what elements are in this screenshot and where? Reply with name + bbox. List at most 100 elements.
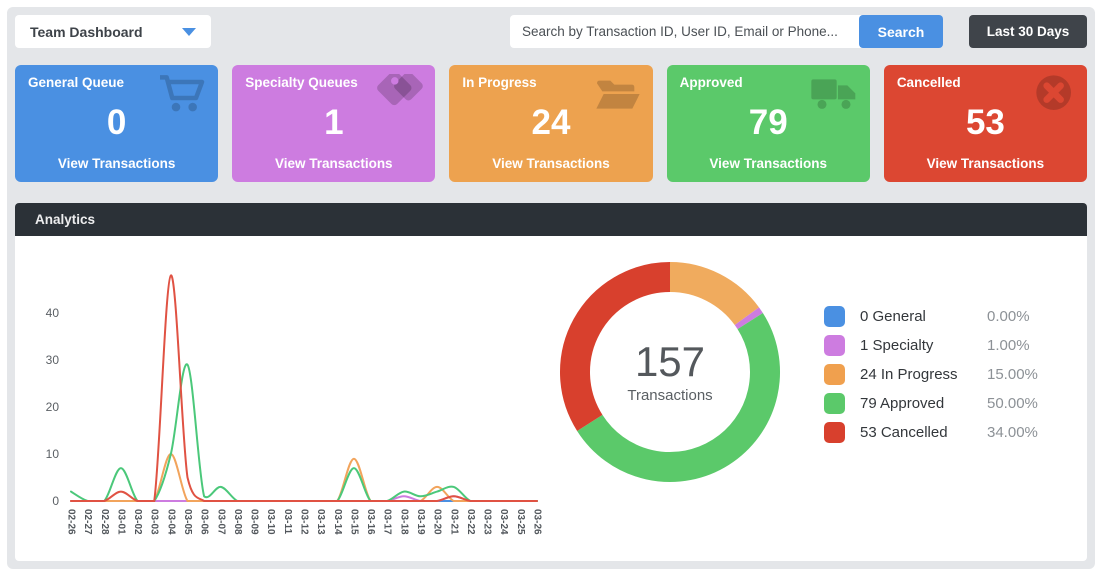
x-axis-tick: 03-10 xyxy=(265,509,276,535)
analytics-panel-title: Analytics xyxy=(15,203,1087,236)
card-title: Specialty Queues xyxy=(245,75,358,90)
x-axis-tick: 03-15 xyxy=(348,509,359,535)
x-axis-tick: 03-11 xyxy=(282,509,293,534)
card-title: General Queue xyxy=(28,75,125,90)
legend-swatch xyxy=(824,422,845,443)
tags-icon xyxy=(375,70,424,114)
card-title: Approved xyxy=(679,75,743,90)
x-axis-tick: 03-23 xyxy=(482,509,493,535)
legend-percent: 50.00% xyxy=(987,395,1038,412)
x-axis-tick: 03-09 xyxy=(249,509,260,535)
transactions-donut-chart: 157 Transactions xyxy=(550,252,790,492)
x-axis-tick: 03-21 xyxy=(448,509,459,535)
legend-label: 53 Cancelled xyxy=(860,424,948,441)
legend-label: 24 In Progress xyxy=(860,366,958,383)
y-axis-tick: 40 xyxy=(46,306,60,320)
legend-item-in-progress[interactable]: 24 In Progress 15.00% xyxy=(824,360,1074,389)
card-value: 24 xyxy=(531,103,571,142)
card-title: Cancelled xyxy=(896,75,961,90)
x-axis-tick: 03-05 xyxy=(182,509,193,535)
view-transactions-link[interactable]: View Transactions xyxy=(57,156,176,171)
search-group: Search xyxy=(510,15,943,48)
series-line-cancelled xyxy=(70,274,538,502)
legend-item-cancelled[interactable]: 53 Cancelled 34.00% xyxy=(824,418,1074,447)
search-input[interactable] xyxy=(510,15,862,48)
legend-percent: 15.00% xyxy=(987,366,1038,383)
card-value: 79 xyxy=(748,103,788,142)
view-transactions-link[interactable]: View Transactions xyxy=(926,156,1045,171)
dashboard-selector-label: Team Dashboard xyxy=(30,23,143,40)
folder-open-icon xyxy=(593,74,641,114)
view-transactions-link[interactable]: View Transactions xyxy=(275,156,393,171)
date-range-button[interactable]: Last 30 Days xyxy=(969,15,1087,48)
truck-icon xyxy=(810,74,858,114)
x-axis-tick: 03-16 xyxy=(365,509,376,535)
card-value: 1 xyxy=(324,103,344,142)
analytics-panel: Analytics 0 10 20 30 40 02-26 02-27 02-28 03-01 0… xyxy=(15,203,1087,561)
x-axis-tick: 03-19 xyxy=(415,509,426,535)
card-approved: Approved 79 View Transactions xyxy=(666,65,870,182)
card-general-queue: General Queue 0 View Transactions xyxy=(15,65,219,182)
legend-label: 1 Specialty xyxy=(860,337,934,354)
x-axis-tick: 03-04 xyxy=(165,509,176,535)
view-transactions-link[interactable]: View Transactions xyxy=(492,156,610,171)
card-specialty-queues: Specialty Queues 1 View Transactions xyxy=(232,65,436,182)
donut-legend: 0 General 0.00% 1 Specialty 1.00% 24 In … xyxy=(824,302,1074,447)
x-axis-tick: 03-24 xyxy=(498,509,509,535)
x-axis-tick: 03-25 xyxy=(515,509,526,535)
legend-swatch xyxy=(824,335,845,356)
legend-item-approved[interactable]: 79 Approved 50.00% xyxy=(824,389,1074,418)
legend-percent: 1.00% xyxy=(987,337,1030,354)
card-title: In Progress xyxy=(462,75,537,90)
card-in-progress: In Progress 24 View Transactions xyxy=(449,65,653,182)
x-axis-tick: 03-07 xyxy=(215,509,226,535)
x-axis-tick: 03-08 xyxy=(232,509,243,535)
x-axis-tick: 02-26 xyxy=(66,509,77,535)
x-axis-tick: 03-22 xyxy=(465,509,476,535)
legend-item-specialty[interactable]: 1 Specialty 1.00% xyxy=(824,331,1074,360)
donut-segment-cancelled xyxy=(560,262,671,431)
card-cancelled: Cancelled 53 View Transactions xyxy=(883,65,1088,182)
x-axis-tick: 03-12 xyxy=(299,509,310,535)
legend-percent: 0.00% xyxy=(987,308,1030,325)
dashboard-selector[interactable]: Team Dashboard xyxy=(15,15,211,48)
top-bar: Team Dashboard Search Last 30 Days xyxy=(15,15,1087,48)
x-axis-tick: 03-03 xyxy=(149,509,160,535)
card-value: 0 xyxy=(106,103,127,142)
x-axis-tick: 03-13 xyxy=(315,509,326,535)
cart-icon xyxy=(158,74,206,114)
x-axis-tick: 03-14 xyxy=(332,509,343,535)
analytics-panel-body: 0 10 20 30 40 02-26 02-27 02-28 03-01 03-02 03-03 0… xyxy=(15,236,1087,561)
x-axis-tick: 03-20 xyxy=(432,509,443,535)
legend-percent: 34.00% xyxy=(987,424,1038,441)
x-axis-tick: 03-02 xyxy=(132,509,143,535)
legend-swatch xyxy=(824,306,845,327)
x-axis-tick: 03-01 xyxy=(115,509,126,535)
legend-label: 79 Approved xyxy=(860,395,945,412)
donut-segment-specialty xyxy=(734,307,763,330)
donut-segment-approved xyxy=(577,313,780,482)
x-axis-tick: 02-27 xyxy=(82,509,93,535)
x-axis-tick: 03-17 xyxy=(382,509,393,535)
stat-cards-row: General Queue 0 View Transactions Specia… xyxy=(15,65,1088,182)
chevron-down-icon xyxy=(182,27,196,36)
legend-item-general[interactable]: 0 General 0.00% xyxy=(824,302,1074,331)
x-axis-tick: 03-26 xyxy=(532,509,543,535)
legend-swatch xyxy=(824,393,845,414)
circle-x-icon xyxy=(1027,74,1075,114)
y-axis-tick: 20 xyxy=(46,400,60,414)
legend-label: 0 General xyxy=(860,308,926,325)
legend-swatch xyxy=(824,364,845,385)
view-transactions-link[interactable]: View Transactions xyxy=(709,156,827,171)
donut-svg xyxy=(560,262,780,482)
y-axis-tick: 0 xyxy=(52,494,59,508)
x-axis-tick: 03-18 xyxy=(398,509,409,535)
search-button[interactable]: Search xyxy=(859,15,943,48)
series-line-approved xyxy=(70,363,538,502)
x-axis-tick: 03-06 xyxy=(199,509,210,535)
series-line-in-progress xyxy=(70,452,538,502)
y-axis-tick: 10 xyxy=(46,447,60,461)
y-axis-tick: 30 xyxy=(46,353,60,367)
dashboard-page: Team Dashboard Search Last 30 Days Gener… xyxy=(7,7,1095,569)
transactions-line-chart: 0 10 20 30 40 02-26 02-27 02-28 03-01 03-02 03-03 0… xyxy=(46,274,543,535)
